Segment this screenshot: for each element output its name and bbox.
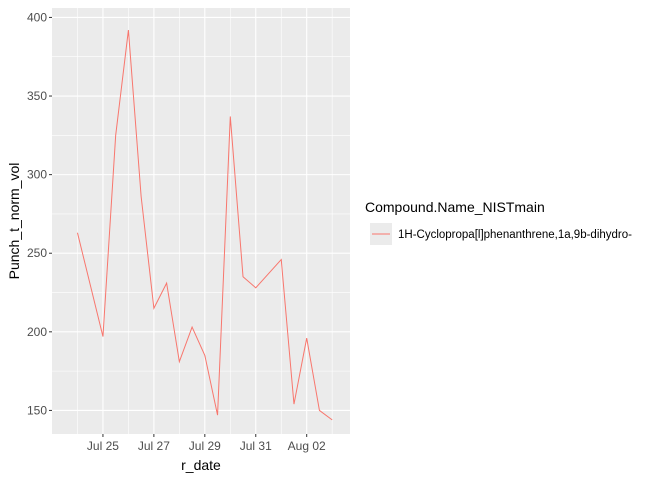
x-axis: Jul 25 Jul 27 Jul 29 Jul 31 Aug 02 [87, 434, 326, 453]
y-tick-label: 350 [27, 89, 47, 103]
y-axis-title: Punch_t_norm_vol [6, 163, 22, 280]
x-tick-label: Jul 29 [189, 439, 221, 453]
grid-major [52, 8, 350, 434]
x-tick-label: Jul 27 [138, 439, 170, 453]
series-layer [76, 29, 333, 421]
y-tick-label: 300 [27, 168, 47, 182]
plot-panel [52, 8, 350, 434]
y-axis: 150 200 250 300 350 400 [27, 10, 52, 417]
y-tick-label: 250 [27, 246, 47, 260]
legend-label: 1H-Cyclopropa[l]phenanthrene,1a,9b-dihyd… [398, 229, 632, 241]
x-tick-label: Aug 02 [288, 439, 326, 453]
grid-minor [52, 8, 350, 451]
x-tick-label: Jul 31 [240, 439, 272, 453]
legend: Compound.Name_NISTmain 1H-Cyclopropa[l]p… [365, 199, 632, 245]
legend-title: Compound.Name_NISTmain [365, 199, 545, 215]
y-tick-label: 150 [27, 403, 47, 417]
x-tick-label: Jul 25 [87, 439, 119, 453]
y-tick-label: 400 [27, 10, 47, 24]
y-tick-label: 200 [27, 325, 47, 339]
x-axis-title: r_date [181, 457, 221, 473]
series-line [76, 29, 333, 421]
